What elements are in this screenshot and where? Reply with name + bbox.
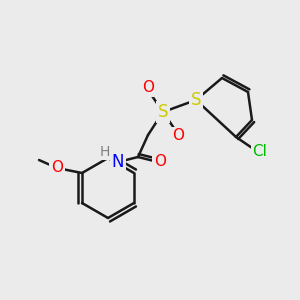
Text: S: S — [158, 103, 168, 121]
Text: O: O — [142, 80, 154, 95]
Text: O: O — [51, 160, 63, 175]
Text: S: S — [191, 91, 201, 109]
Text: O: O — [172, 128, 184, 143]
Text: N: N — [112, 153, 124, 171]
Text: Cl: Cl — [253, 145, 267, 160]
Text: H: H — [100, 145, 110, 159]
Text: O: O — [154, 154, 166, 169]
